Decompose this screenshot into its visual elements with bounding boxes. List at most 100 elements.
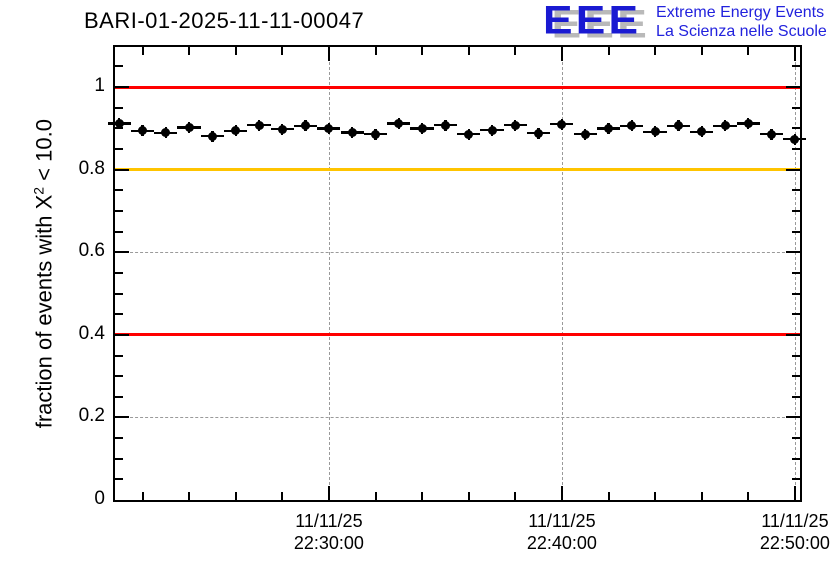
x-grid-line <box>328 47 330 500</box>
data-point <box>534 128 544 138</box>
y-axis-tick <box>115 209 123 212</box>
eee-logo: EEE Extreme Energy Events La Scienza nel… <box>543 0 827 43</box>
y-axis-tick <box>115 416 129 419</box>
y-axis-tick <box>115 457 123 460</box>
y-axis-tick <box>115 251 129 254</box>
y-axis-tick <box>115 86 129 89</box>
y-axis-tick-right <box>792 354 800 357</box>
eee-logo-acronym: EEE <box>543 0 642 43</box>
data-point <box>557 119 567 129</box>
y-axis-title-text: fraction of events with X <box>31 194 57 429</box>
y-axis-tick-right <box>792 457 800 460</box>
y-axis-tick <box>115 333 129 336</box>
y-axis-tick <box>115 230 123 233</box>
y-grid-line <box>115 417 800 419</box>
y-axis-tick-right <box>792 478 800 481</box>
y-axis-tick <box>115 375 123 378</box>
y-axis-tick-right <box>792 127 800 130</box>
x-axis-tick <box>234 492 237 500</box>
x-axis-tick-top <box>467 47 470 55</box>
y-axis-tick <box>115 354 123 357</box>
y-axis-title-sup: 2 <box>30 186 47 195</box>
data-point <box>114 118 124 128</box>
eee-logo-text: Extreme Energy Events La Scienza nelle S… <box>656 3 827 41</box>
data-point <box>324 123 334 133</box>
x-axis-tick-top <box>421 47 424 55</box>
x-axis-tick-top <box>607 47 610 55</box>
eee-logo-line1: Extreme Energy Events <box>656 4 825 21</box>
data-point <box>697 127 707 137</box>
y-axis-tick <box>115 189 123 192</box>
y-axis-tick <box>115 106 123 109</box>
x-axis-tick <box>700 492 703 500</box>
data-point <box>650 127 660 137</box>
plot-title: BARI-01-2025-11-11-00047 <box>84 8 365 33</box>
data-point <box>440 120 450 130</box>
y-axis-tick-right <box>792 313 800 316</box>
y-axis-tick-right <box>792 271 800 274</box>
x-tick-date: 11/11/25 <box>761 511 829 531</box>
x-tick-time: 22:50:00 <box>759 533 830 553</box>
y-axis-tick <box>115 437 123 440</box>
y-axis-tick-right <box>792 106 800 109</box>
x-axis-tick-top <box>700 47 703 55</box>
y-tick-label: 0.6 <box>78 240 105 262</box>
data-point <box>743 118 753 128</box>
x-axis-tick <box>560 486 563 500</box>
x-axis-tick-top <box>654 47 657 55</box>
data-point <box>673 121 683 131</box>
x-axis-tick <box>281 492 284 500</box>
plot-frame: 0 0.2 0.4 0.6 0.8 1 11/11/25 22:30:00 11/11/25 22… <box>79 45 830 553</box>
data-point <box>767 129 777 139</box>
y-axis-tick-right <box>792 148 800 150</box>
data-point <box>720 121 730 131</box>
x-grid-line <box>561 47 563 500</box>
data-point <box>207 131 217 141</box>
x-tick-label: 11/11/25 22:30:00 <box>254 510 404 554</box>
x-axis-tick <box>607 492 610 500</box>
y-axis-tick <box>115 478 123 481</box>
x-tick-date: 11/11/25 <box>528 511 596 531</box>
x-axis-tick-top <box>374 47 377 55</box>
data-point <box>790 134 800 144</box>
data-point <box>138 126 147 136</box>
y-axis-tick-right <box>786 251 800 254</box>
y-axis-tick-right <box>792 375 800 378</box>
x-axis-tick <box>793 486 796 500</box>
data-point <box>277 124 287 134</box>
x-axis-tick <box>374 492 377 500</box>
reference-line <box>115 168 800 172</box>
data-point <box>417 123 427 133</box>
y-grid-line <box>115 252 800 254</box>
data-point <box>254 120 264 130</box>
data-point <box>464 129 474 139</box>
eee-logo-line2: La Scienza nelle Scuole <box>656 23 827 40</box>
y-axis-tick-right <box>792 437 800 440</box>
x-axis-tick-top <box>327 47 330 61</box>
y-axis-tick <box>115 292 123 295</box>
y-axis-tick-right <box>786 86 800 89</box>
data-point <box>627 121 637 131</box>
y-axis-tick-right <box>792 395 800 398</box>
y-axis-tick-right <box>792 209 800 212</box>
x-axis-tick-top <box>793 47 796 61</box>
x-tick-label: 11/11/25 22:40:00 <box>487 510 637 554</box>
y-tick-label: 1 <box>94 75 105 97</box>
data-point <box>184 123 194 132</box>
y-axis-title: fraction of events with X2 < 10.0 <box>30 44 57 504</box>
x-axis-tick-top <box>514 47 517 55</box>
data-point <box>161 128 171 138</box>
data-point <box>301 121 311 131</box>
x-axis-tick-top <box>560 47 563 61</box>
y-axis-tick <box>115 395 123 398</box>
data-point <box>604 123 613 133</box>
x-axis-tick-top <box>281 47 284 55</box>
data-point <box>487 125 497 135</box>
x-axis-tick <box>514 492 517 500</box>
y-axis-tick <box>115 168 129 171</box>
y-axis-tick <box>115 271 123 274</box>
x-tick-time: 22:30:00 <box>293 533 364 553</box>
y-tick-label: 0.8 <box>78 157 105 179</box>
y-axis-tick-right <box>786 168 800 171</box>
x-tick-date: 11/11/25 <box>295 511 363 531</box>
